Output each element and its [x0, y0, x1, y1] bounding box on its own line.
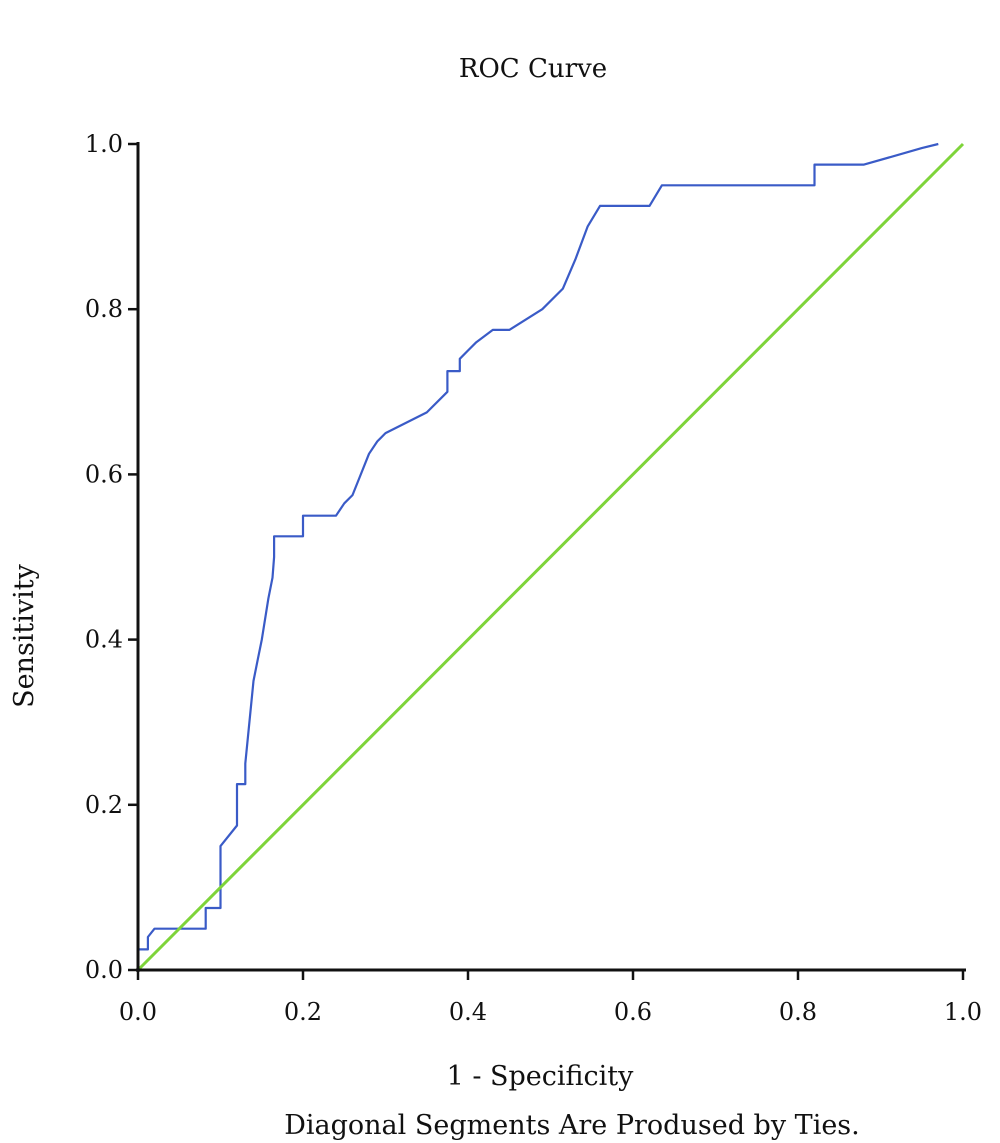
y-tick-label: 0.6 [85, 460, 123, 488]
plot-area [136, 142, 965, 972]
x-tick-label: 0.2 [284, 998, 322, 1026]
y-tick-label: 1.0 [85, 130, 123, 158]
x-tick-label: 0.8 [779, 998, 817, 1026]
y-tick-label: 0.2 [85, 791, 123, 819]
x-axis-ticks: 0.0 0.2 0.4 0.6 0.8 1.0 [119, 970, 982, 1026]
y-axis-ticks: 0.0 0.2 0.4 0.6 0.8 1.0 [85, 130, 138, 984]
y-tick-label: 0.8 [85, 295, 123, 323]
reference-diagonal-line [136, 142, 965, 972]
x-axis-label: 1 - Specificity [447, 1061, 635, 1092]
y-tick-label: 0.4 [85, 626, 123, 654]
roc-curve-line [136, 142, 939, 970]
chart-title: ROC Curve [459, 54, 607, 84]
x-tick-label: 0.6 [614, 998, 652, 1026]
x-tick-label: 0.0 [119, 998, 157, 1026]
x-tick-label: 0.4 [449, 998, 487, 1026]
y-tick-label: 0.0 [85, 956, 123, 984]
chart-footnote: Diagonal Segments Are Prodused by Ties. [284, 1110, 860, 1141]
y-axis-label: Sensitivity [9, 563, 40, 708]
x-tick-label: 1.0 [944, 998, 982, 1026]
